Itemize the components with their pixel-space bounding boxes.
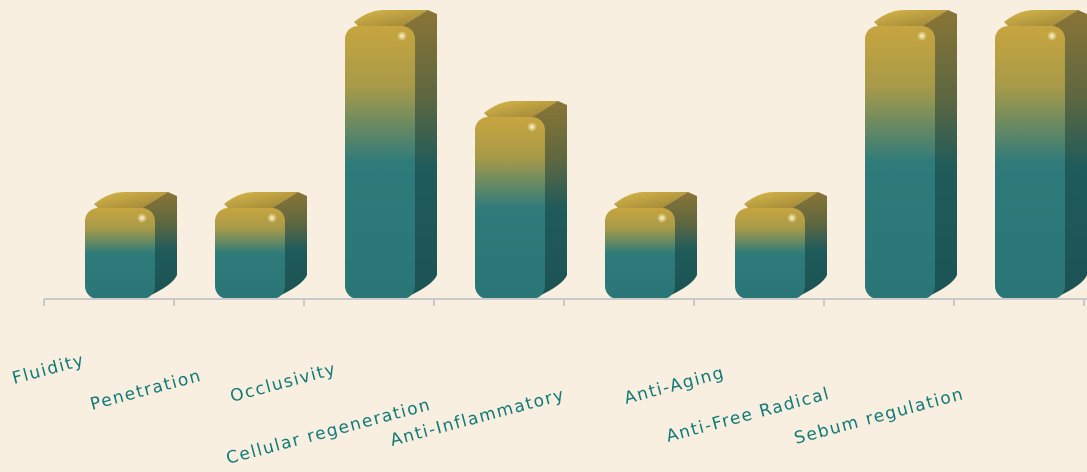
- bar-highlight: [787, 213, 797, 223]
- bar-top-face: [354, 10, 428, 26]
- bar: [735, 192, 827, 299]
- bar-front-face: [215, 208, 285, 299]
- ticks-layer: [43, 299, 1085, 306]
- bar-front-face: [85, 208, 155, 299]
- bar: [865, 10, 957, 299]
- bars-layer: [85, 10, 1087, 299]
- bar: [475, 101, 567, 299]
- x-axis-label: Occlusivity: [228, 359, 339, 407]
- bar-top-face: [614, 192, 688, 208]
- x-axis-label: Anti-Aging: [622, 363, 727, 409]
- bar-top-face: [1004, 10, 1078, 26]
- bar-front-face: [605, 208, 675, 299]
- bar: [215, 192, 307, 299]
- bar-highlight: [137, 213, 147, 223]
- bar-top-face: [874, 10, 948, 26]
- x-axis-label: Fluidity: [10, 350, 87, 389]
- bar-front-face: [345, 26, 415, 299]
- x-axis-label: Penetration: [88, 366, 204, 415]
- bar: [85, 192, 177, 299]
- bar-highlight: [917, 31, 927, 41]
- bar-top-face: [744, 192, 818, 208]
- bar: [345, 10, 437, 299]
- bar-top-face: [94, 192, 168, 208]
- bar-front-face: [865, 26, 935, 299]
- bar-front-face: [475, 117, 545, 299]
- bar-top-face: [484, 101, 558, 117]
- bar: [995, 10, 1087, 299]
- bar-highlight: [397, 31, 407, 41]
- bar-highlight: [527, 122, 537, 132]
- bar-front-face: [735, 208, 805, 299]
- bar-highlight: [1047, 31, 1057, 41]
- bar-highlight: [657, 213, 667, 223]
- bar-top-face: [224, 192, 298, 208]
- bar-front-face: [995, 26, 1065, 299]
- bar: [605, 192, 697, 299]
- bar-highlight: [267, 213, 277, 223]
